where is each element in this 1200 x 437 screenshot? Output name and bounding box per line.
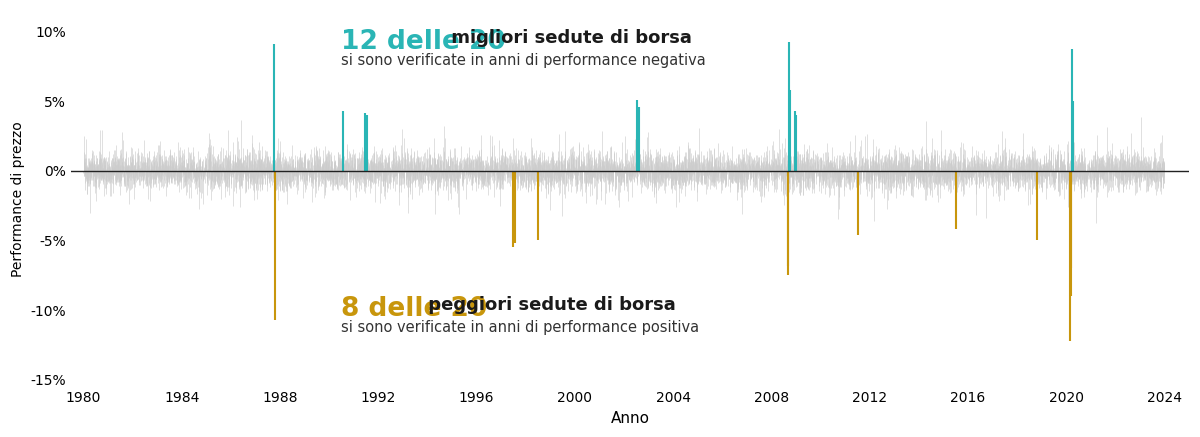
- Y-axis label: Performance di prezzo: Performance di prezzo: [11, 121, 25, 277]
- Text: si sono verificate in anni di performance negativa: si sono verificate in anni di performanc…: [341, 53, 706, 68]
- Text: 12 delle 20: 12 delle 20: [341, 29, 506, 55]
- X-axis label: Anno: Anno: [611, 411, 649, 426]
- Text: peggiori sedute di borsa: peggiori sedute di borsa: [422, 296, 676, 314]
- Text: si sono verificate in anni di performance positiva: si sono verificate in anni di performanc…: [341, 320, 700, 335]
- Text: migliori sedute di borsa: migliori sedute di borsa: [444, 29, 691, 47]
- Text: 8 delle 20: 8 delle 20: [341, 296, 487, 322]
